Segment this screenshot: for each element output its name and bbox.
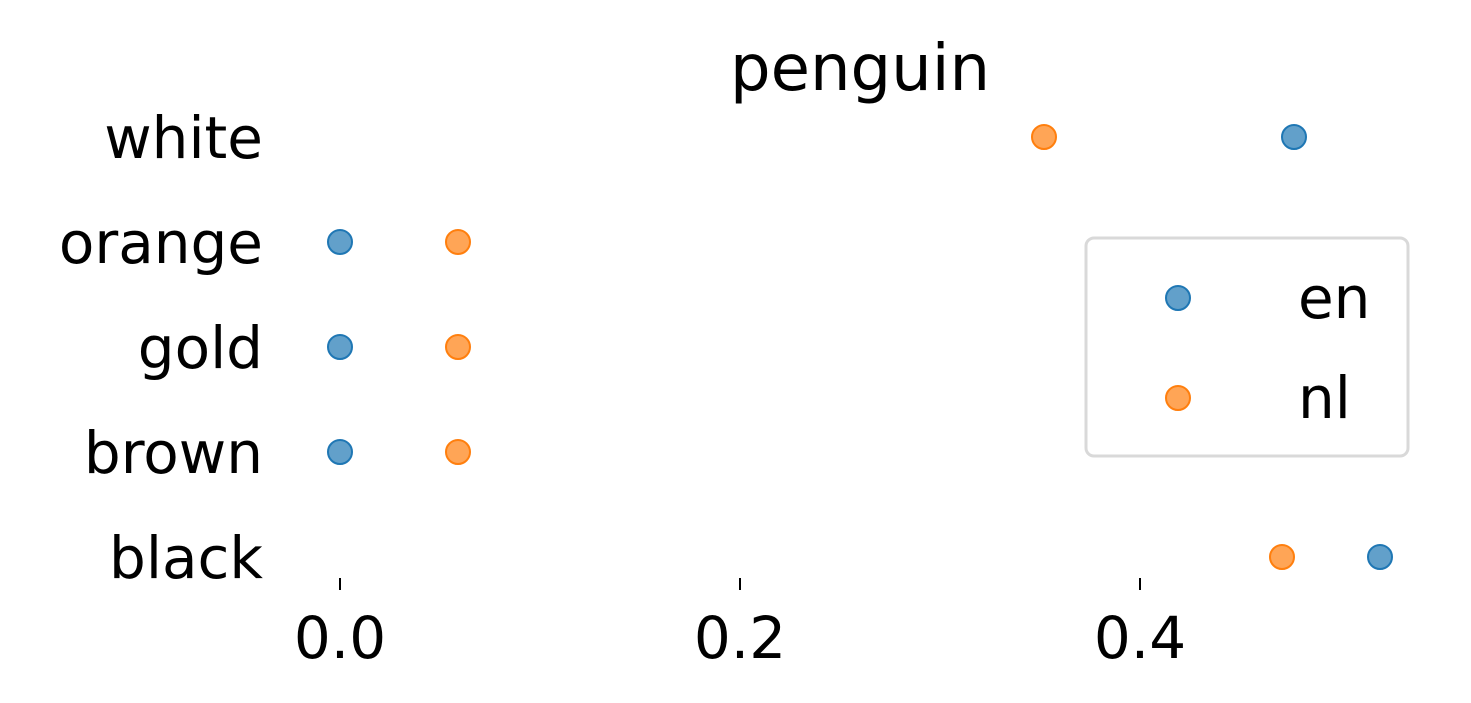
data-point-nl-white [1031,124,1057,150]
data-point-nl-gold [445,334,471,360]
data-points [327,124,1393,570]
y-tick-label-black: black [109,524,263,592]
legend-marker-en [1165,285,1191,311]
legend-label-en: en [1298,264,1370,332]
x-axis: 0.0 0.2 0.4 [294,578,1186,672]
data-point-en-orange [327,229,353,255]
y-tick-label-gold: gold [138,314,263,382]
data-point-nl-orange [445,229,471,255]
legend: en nl [1084,236,1410,458]
legend-marker-nl [1165,385,1191,411]
data-point-nl-brown [445,439,471,465]
y-tick-label-brown: brown [84,419,263,487]
data-point-en-white [1281,124,1307,150]
y-tick-label-white: white [104,104,263,172]
chart-title: penguin [730,32,990,106]
data-point-en-gold [327,334,353,360]
legend-label-nl: nl [1298,364,1351,432]
y-tick-label-orange: orange [59,209,263,277]
data-point-nl-black [1269,544,1295,570]
y-axis-labels: white orange gold brown black [59,104,264,592]
x-tick-label: 0.0 [294,604,386,672]
x-tick-label: 0.4 [1094,604,1186,672]
x-tick-label: 0.2 [694,604,786,672]
data-point-en-brown [327,439,353,465]
data-point-en-black [1367,544,1393,570]
